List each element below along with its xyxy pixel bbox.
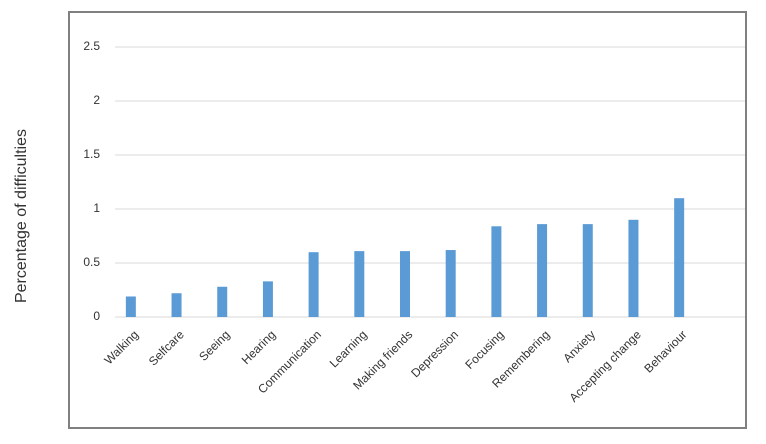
y-tick-label: 0.5 bbox=[83, 255, 100, 269]
x-tick-label: Depression bbox=[408, 327, 461, 380]
bar bbox=[354, 251, 365, 317]
x-tick-label: Hearing bbox=[239, 327, 279, 367]
x-tick-label: Anxiety bbox=[560, 327, 598, 365]
x-tick-label: Learning bbox=[327, 327, 370, 370]
bar bbox=[628, 219, 639, 317]
bar bbox=[674, 198, 685, 317]
x-tick-label: Seeing bbox=[196, 327, 232, 363]
bar bbox=[491, 226, 502, 317]
y-tick-label: 2 bbox=[93, 93, 100, 107]
y-axis-title: Percentage of difficulties bbox=[13, 129, 30, 303]
bar bbox=[400, 251, 410, 317]
bar bbox=[171, 293, 182, 317]
y-tick-label: 1 bbox=[93, 201, 100, 215]
y-tick-label: 0 bbox=[93, 309, 100, 323]
x-tick-label: Behaviour bbox=[641, 327, 689, 375]
bar bbox=[537, 224, 548, 317]
x-tick-label: Focusing bbox=[462, 327, 506, 371]
bar bbox=[582, 224, 593, 317]
bar bbox=[262, 281, 273, 317]
bar bbox=[445, 250, 456, 317]
x-tick-label: Walking bbox=[101, 327, 141, 367]
bar bbox=[308, 252, 319, 317]
chart-frame bbox=[68, 11, 747, 429]
y-tick-label: 1.5 bbox=[83, 147, 100, 161]
x-tick-label: Selfcare bbox=[146, 327, 187, 368]
y-tick-label: 2.5 bbox=[83, 39, 100, 53]
bar bbox=[217, 286, 228, 317]
bar bbox=[125, 296, 136, 317]
